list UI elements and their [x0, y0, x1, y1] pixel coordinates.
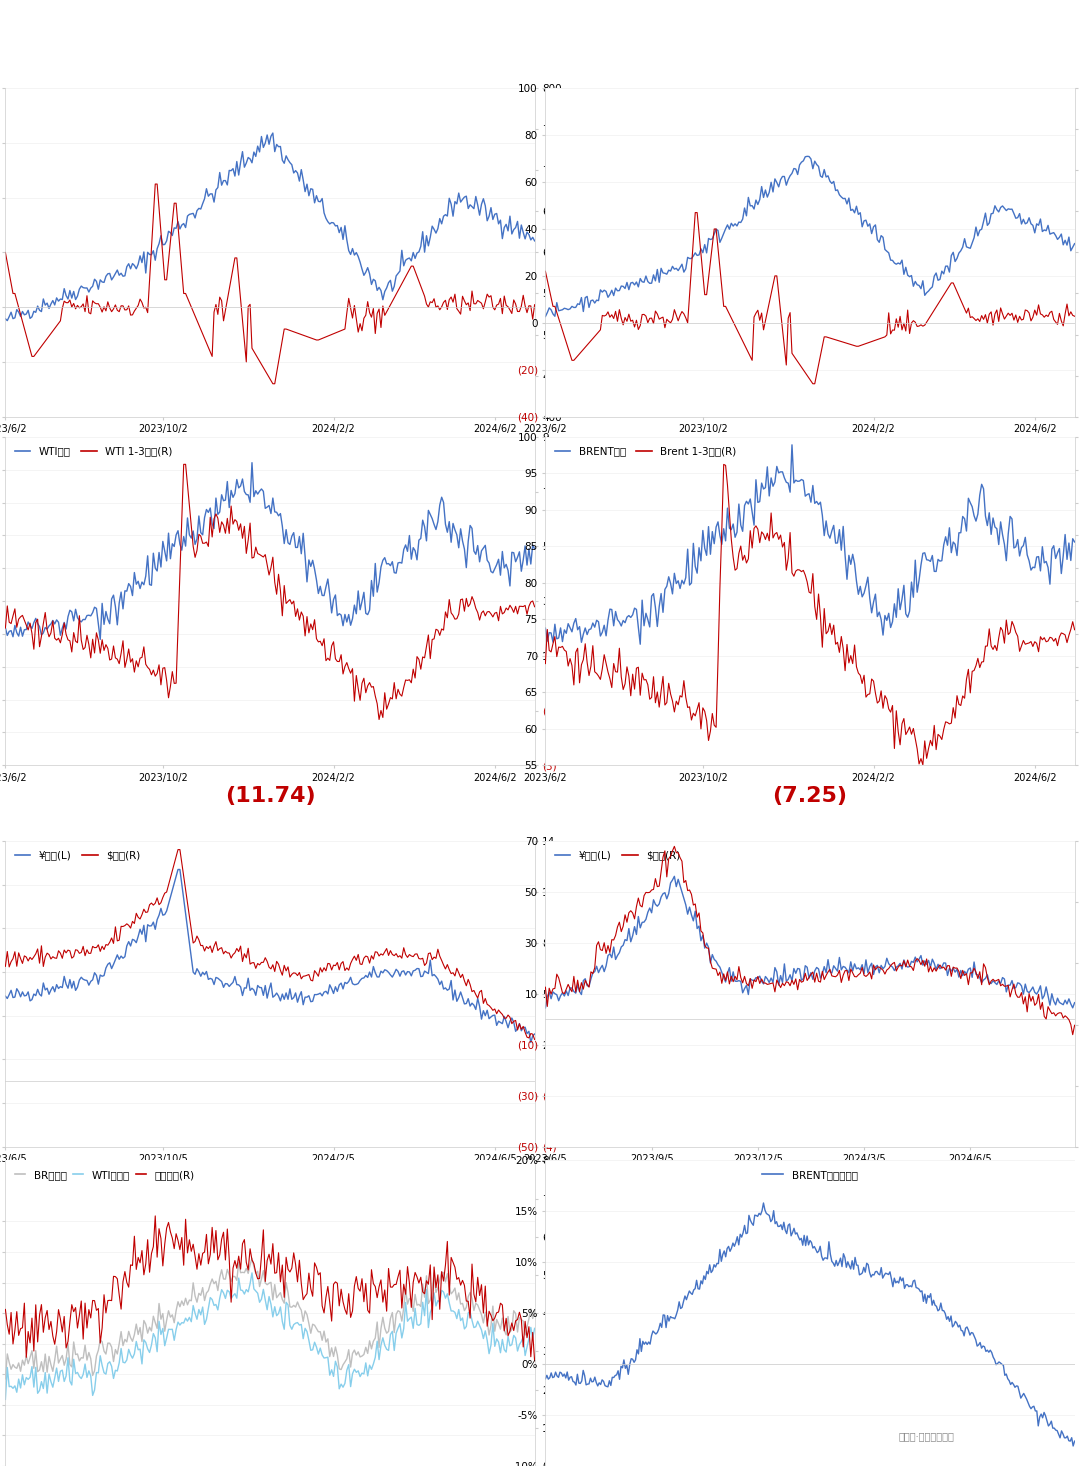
Legend: ¥价差(L), $价差(R): ¥价差(L), $价差(R) [11, 846, 145, 865]
Text: (7.25): (7.25) [772, 786, 848, 806]
Legend: WTI近月, WTI 1-3月差(R): WTI近月, WTI 1-3月差(R) [11, 443, 177, 460]
Legend: ¥价差(L), $价差(R): ¥价差(L), $价差(R) [551, 846, 685, 865]
Text: 原油市场: 原油市场 [516, 40, 564, 59]
Legend: BRENT近月, Brent 1-3月差(R): BRENT近月, Brent 1-3月差(R) [551, 443, 741, 460]
Text: 公众号·能源研发中心: 公众号·能源研发中心 [899, 1431, 955, 1441]
Legend: BRENT季节性指数: BRENT季节性指数 [758, 1165, 862, 1185]
Legend: BR结算价, WTI结算价, 跨市价差(R): BR结算价, WTI结算价, 跨市价差(R) [11, 1165, 199, 1185]
Text: (11.74): (11.74) [225, 786, 315, 806]
